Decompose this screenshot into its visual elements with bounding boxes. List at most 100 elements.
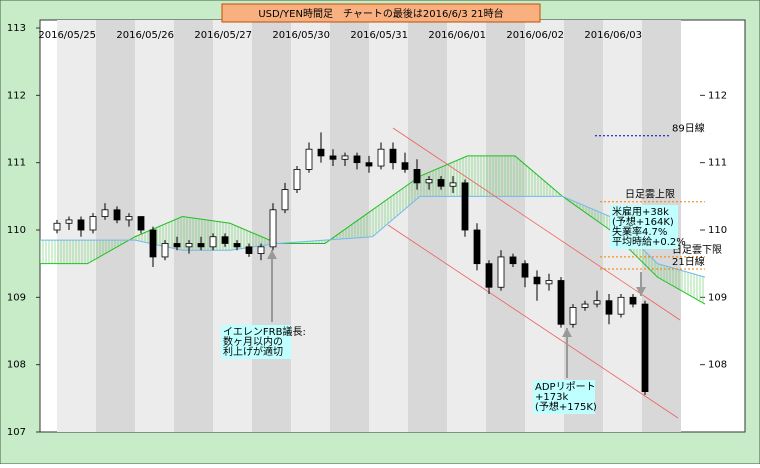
band bbox=[408, 20, 447, 432]
annotation-text: 利上げが適切 bbox=[223, 345, 283, 358]
candle-body bbox=[473, 229, 481, 265]
y2-tick-label: 108 bbox=[708, 360, 727, 371]
candle-body bbox=[209, 236, 217, 248]
band bbox=[525, 20, 564, 432]
y-tick-label: 110 bbox=[7, 225, 26, 236]
candle-body bbox=[545, 280, 553, 285]
candle-body bbox=[269, 209, 277, 248]
candle-body bbox=[293, 168, 301, 190]
cloud-fill bbox=[40, 155, 705, 305]
date-label: 2016/05/31 bbox=[350, 30, 408, 41]
candle-body bbox=[389, 148, 397, 164]
candle-body bbox=[317, 148, 325, 157]
candle-body bbox=[569, 307, 577, 325]
candle-body bbox=[185, 243, 193, 248]
candle-body bbox=[605, 300, 613, 315]
candle-body bbox=[413, 168, 421, 184]
candle-body bbox=[53, 222, 61, 231]
candle-body bbox=[101, 209, 109, 217]
candle-body bbox=[533, 276, 541, 285]
candle-body bbox=[437, 179, 445, 187]
y-tick-label: 108 bbox=[7, 360, 26, 371]
y-tick-label: 111 bbox=[7, 158, 26, 169]
arrow-head bbox=[636, 287, 646, 296]
y2-tick-label: 109 bbox=[708, 292, 727, 303]
candle-body bbox=[257, 246, 265, 254]
annotation-box bbox=[610, 205, 678, 249]
candle-body bbox=[629, 296, 637, 305]
candle-body bbox=[365, 162, 373, 167]
annotation-text: 失業率4.7% bbox=[612, 225, 667, 238]
arrow-head bbox=[267, 250, 277, 259]
annotation-text: 米雇用+38k bbox=[612, 205, 669, 218]
candle-body bbox=[125, 216, 133, 221]
chart-title: USD/YEN時間足 チャートの最後は2016/6/3 21時台 bbox=[258, 7, 503, 20]
annotation-text: +173k bbox=[535, 392, 568, 403]
candle-body bbox=[89, 216, 97, 231]
candle-body bbox=[425, 179, 433, 184]
band bbox=[291, 20, 330, 432]
date-label: 2016/05/25 bbox=[38, 30, 96, 41]
candle-body bbox=[149, 229, 157, 258]
title-box bbox=[221, 3, 541, 23]
candle-body bbox=[617, 296, 625, 315]
date-label: 2016/05/27 bbox=[194, 30, 252, 41]
candle-body bbox=[221, 236, 229, 244]
annotation-text: 数ヶ月以内の bbox=[223, 335, 283, 348]
level-label: 日足雲下限 bbox=[672, 244, 722, 256]
candle-body bbox=[593, 300, 601, 305]
candle-body bbox=[353, 155, 361, 164]
annotation-text: (予想+175K) bbox=[535, 400, 597, 413]
candle-body bbox=[521, 263, 529, 278]
annotation-text: (予想+164K) bbox=[612, 215, 674, 228]
band bbox=[564, 20, 603, 432]
y-tick-label: 109 bbox=[7, 292, 26, 303]
annotation-box bbox=[221, 325, 291, 359]
candle-body bbox=[557, 280, 565, 325]
y2-tick-label: 112 bbox=[708, 90, 727, 101]
level-label: 89日線 bbox=[672, 122, 705, 135]
candle-body bbox=[305, 148, 313, 170]
band bbox=[486, 20, 525, 432]
candle-body bbox=[281, 189, 289, 211]
annotation-text: ADPリポート bbox=[535, 381, 596, 393]
date-label: 2016/05/30 bbox=[272, 30, 330, 41]
arrow-head bbox=[562, 328, 572, 337]
annotation-box bbox=[533, 380, 595, 414]
y-tick-label: 107 bbox=[7, 427, 26, 438]
channel-line bbox=[392, 127, 681, 321]
candle-body bbox=[329, 155, 337, 160]
candle-body bbox=[245, 246, 253, 254]
candle-body bbox=[65, 219, 73, 224]
annotation-text: イエレンFRB議長: bbox=[223, 325, 306, 338]
annotation-text: 平均時給+0.2% bbox=[612, 235, 686, 248]
level-label: 日足雲上限 bbox=[625, 189, 675, 201]
date-label: 2016/06/03 bbox=[584, 30, 642, 41]
candle-body bbox=[161, 243, 169, 258]
candle-body bbox=[77, 219, 85, 231]
candle-body bbox=[113, 209, 121, 221]
band bbox=[57, 20, 96, 432]
y2-tick-label: 111 bbox=[708, 158, 727, 169]
candle-body bbox=[197, 243, 205, 248]
candle-body bbox=[509, 256, 517, 265]
candle-body bbox=[485, 263, 493, 288]
candle-body bbox=[377, 148, 385, 167]
candle-body bbox=[641, 303, 649, 393]
channel-line bbox=[387, 224, 679, 419]
candle-body bbox=[401, 162, 409, 170]
date-label: 2016/06/02 bbox=[506, 30, 564, 41]
candle-body bbox=[497, 256, 505, 288]
candle-body bbox=[137, 216, 145, 231]
y-tick-label: 112 bbox=[7, 90, 26, 101]
candle-body bbox=[173, 243, 181, 248]
candle-body bbox=[461, 182, 469, 231]
date-label: 2016/06/01 bbox=[428, 30, 486, 41]
day-bands bbox=[57, 20, 681, 432]
level-label: 21日線 bbox=[672, 255, 705, 268]
candle-body bbox=[581, 303, 589, 308]
candle-body bbox=[341, 155, 349, 160]
candle-body bbox=[449, 182, 457, 187]
y-tick-label: 113 bbox=[7, 23, 26, 34]
